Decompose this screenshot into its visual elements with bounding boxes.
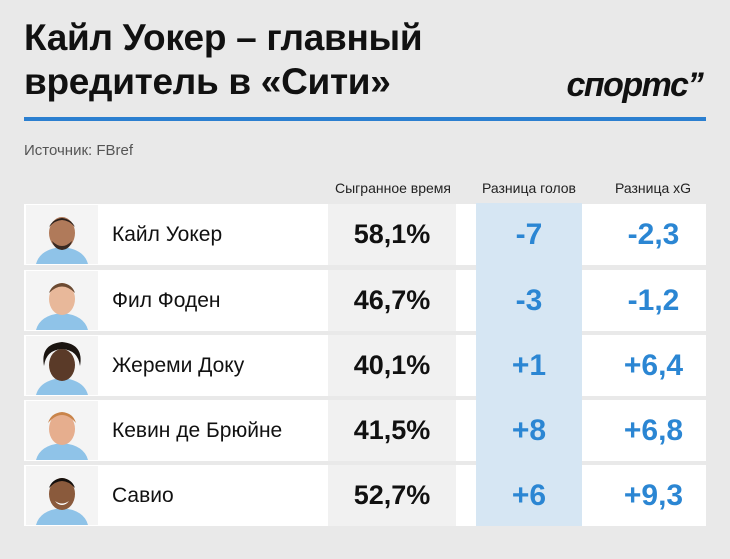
goals-diff-value: -3 xyxy=(476,270,582,331)
source-label: Источник: FBref xyxy=(24,142,134,159)
player-name: Жереми Доку xyxy=(112,354,245,377)
time-value: 58,1% xyxy=(328,204,456,265)
accent-divider xyxy=(24,117,706,121)
player-name: Савио xyxy=(112,484,174,507)
xg-diff-value: +9,3 xyxy=(601,465,706,526)
title-line-2: вредитель в «Сити» xyxy=(24,61,391,102)
title-line-1: Кайл Уокер – главный xyxy=(24,17,423,58)
xg-diff-value: -1,2 xyxy=(601,270,706,331)
xg-diff-value: +6,4 xyxy=(601,335,706,396)
player-photo xyxy=(26,205,98,264)
table-row: Кайл Уокер 58,1% -7 -2,3 xyxy=(24,204,706,265)
player-name: Фил Фоден xyxy=(112,289,221,312)
goals-diff-value: +6 xyxy=(476,465,582,526)
time-value: 41,5% xyxy=(328,400,456,461)
time-value: 52,7% xyxy=(328,465,456,526)
player-photo xyxy=(26,466,98,525)
column-header-goals: Разница голов xyxy=(482,180,576,196)
xg-diff-value: -2,3 xyxy=(601,204,706,265)
player-name: Кайл Уокер xyxy=(112,223,223,246)
player-name: Кевин де Брюйне xyxy=(112,419,283,442)
xg-diff-value: +6,8 xyxy=(601,400,706,461)
goals-diff-value: +1 xyxy=(476,335,582,396)
goals-diff-value: -7 xyxy=(476,204,582,265)
goals-diff-value: +8 xyxy=(476,400,582,461)
column-header-time: Сыгранное время xyxy=(335,180,451,196)
table-row: Кевин де Брюйне 41,5% +8 +6,8 xyxy=(24,400,706,461)
table-row: Жереми Доку 40,1% +1 +6,4 xyxy=(24,335,706,396)
page-title: Кайл Уокер – главный вредитель в «Сити» xyxy=(24,16,544,104)
player-photo xyxy=(26,336,98,395)
player-photo xyxy=(26,271,98,330)
time-value: 46,7% xyxy=(328,270,456,331)
table-row: Фил Фоден 46,7% -3 -1,2 xyxy=(24,270,706,331)
sports-logo: спортс’’ xyxy=(566,66,703,104)
column-header-xg: Разница xG xyxy=(614,180,692,196)
time-value: 40,1% xyxy=(328,335,456,396)
player-photo xyxy=(26,401,98,460)
table-row: Савио 52,7% +6 +9,3 xyxy=(24,465,706,526)
